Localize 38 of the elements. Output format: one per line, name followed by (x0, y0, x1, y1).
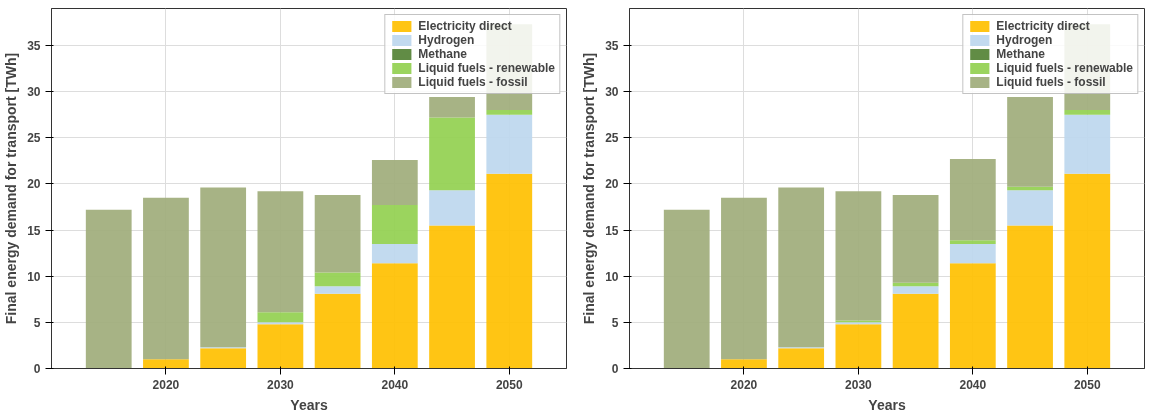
y-axis-title: Final energy demand for transport [TWh] (3, 52, 20, 325)
legend-label: Liquid fuels - renewable (418, 61, 555, 75)
y-tick-label: 15 (27, 223, 41, 238)
legend-label: Liquid fuels - fossil (996, 75, 1106, 89)
y-tick-label: 10 (27, 269, 41, 284)
x-tick-label: 2030 (267, 377, 295, 392)
legend-label: Liquid fuels - fossil (418, 75, 528, 89)
x-axis-title: Years (290, 396, 328, 413)
y-tick-label: 25 (605, 131, 619, 146)
legend-label: Electricity direct (418, 19, 512, 33)
legend-label: Hydrogen (418, 33, 475, 47)
legend-label: Methane (996, 47, 1045, 61)
legend-label: Hydrogen (996, 33, 1053, 47)
x-tick-label: 2020 (730, 377, 758, 392)
y-tick-label: 30 (27, 85, 41, 100)
y-tick-label: 15 (605, 223, 619, 238)
x-tick-label: 2050 (1073, 377, 1101, 392)
x-tick-label: 2040 (381, 377, 409, 392)
y-tick-label: 35 (605, 38, 619, 53)
y-tick-label: 20 (27, 177, 41, 192)
y-axis-title: Final energy demand for transport [TWh] (581, 52, 598, 325)
y-tick-label: 10 (605, 269, 619, 284)
x-tick-label: 2050 (495, 377, 523, 392)
y-tick-label: 20 (605, 177, 619, 192)
x-axis-title: Years (868, 396, 906, 413)
y-tick-label: 0 (611, 362, 619, 376)
y-tick-label: 5 (33, 315, 41, 330)
x-tick-label: 2030 (845, 377, 873, 392)
legend-label: Electricity direct (996, 19, 1090, 33)
y-tick-label: 5 (611, 315, 619, 330)
legend-label: Liquid fuels - renewable (996, 61, 1133, 75)
x-tick-label: 2020 (152, 377, 180, 392)
y-tick-label: 30 (605, 85, 619, 100)
y-tick-label: 35 (27, 38, 41, 53)
legend-label: Methane (418, 47, 467, 61)
y-tick-label: 25 (27, 131, 41, 146)
y-tick-label: 0 (33, 362, 41, 376)
x-tick-label: 2040 (959, 377, 987, 392)
